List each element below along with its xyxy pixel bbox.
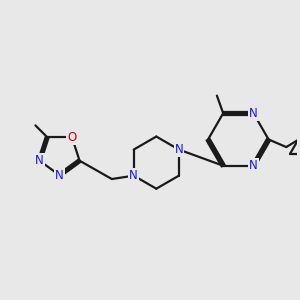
Text: N: N	[175, 143, 183, 156]
Text: N: N	[55, 169, 64, 182]
Text: N: N	[249, 159, 258, 172]
Text: N: N	[35, 154, 44, 167]
Text: N: N	[129, 169, 138, 182]
Text: N: N	[249, 107, 258, 120]
Text: O: O	[67, 131, 76, 144]
